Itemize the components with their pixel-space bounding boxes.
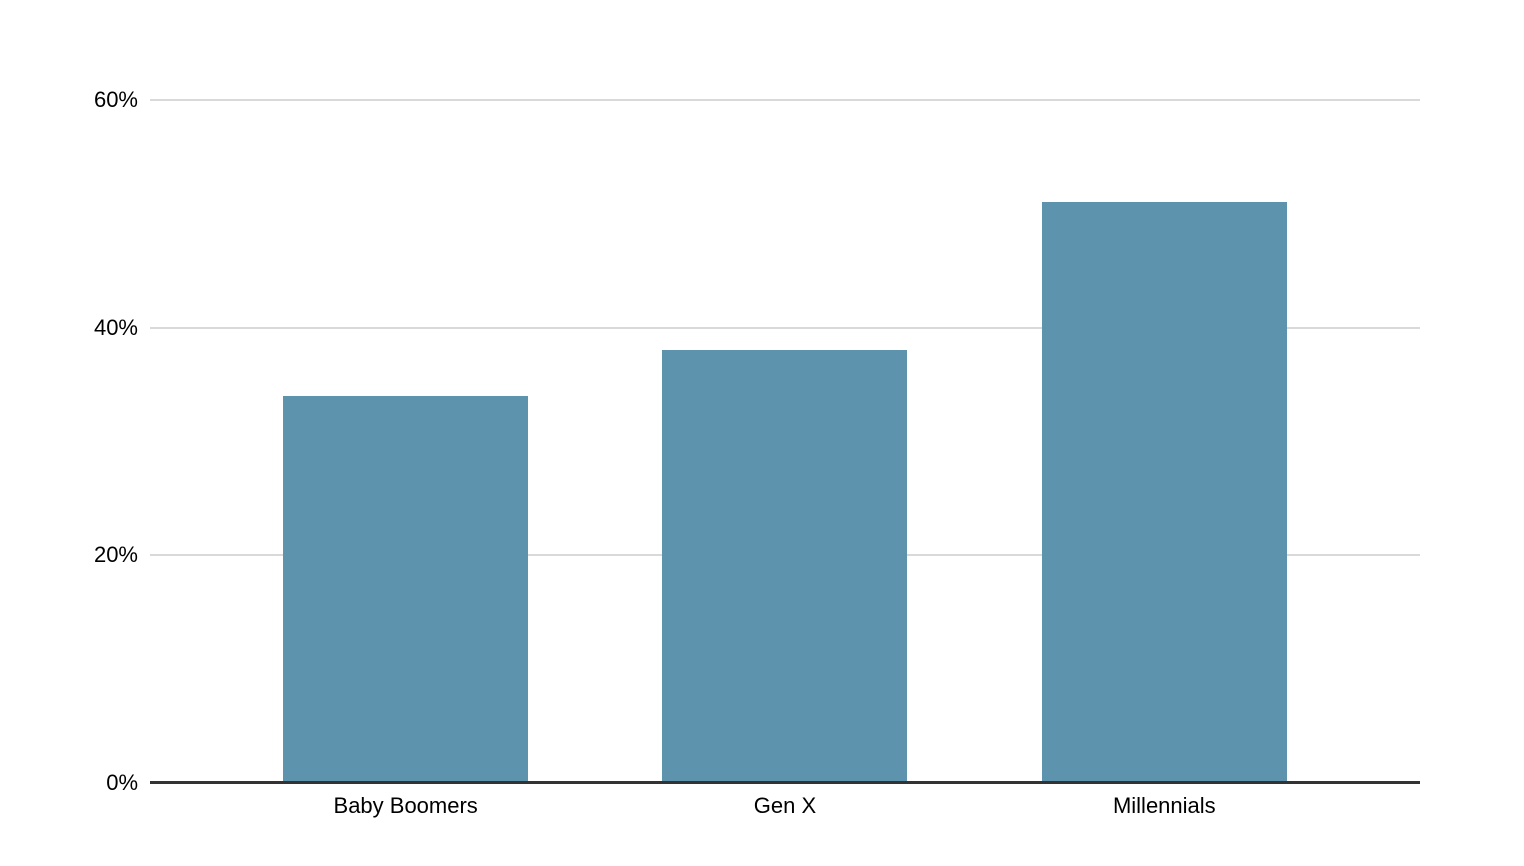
y-tick-label-60: 60% (93, 87, 138, 112)
y-tick-label-20: 20% (93, 542, 138, 568)
x-category-label-gen-x: Gen X (753, 793, 817, 818)
x-axis-line (150, 781, 1420, 784)
y-tick-label-0: 0% (106, 770, 138, 795)
y-axis: 0% 20% 40% 60% (0, 89, 138, 794)
gridline-60 (150, 99, 1420, 101)
bars-row (150, 100, 1420, 783)
gridline-40 (150, 326, 1420, 329)
bar-band-baby-boomers (216, 100, 595, 783)
x-axis: Baby Boomers Gen X Millennials (150, 793, 1420, 819)
x-category-label-baby-boomers: Baby Boomers (333, 793, 478, 818)
bar-baby-boomers (283, 395, 529, 783)
x-category-label-millennials: Millennials (1112, 793, 1216, 818)
y-tick-label-40: 40% (93, 314, 138, 340)
bar-band-millennials (975, 100, 1354, 783)
bar-millennials (1041, 202, 1287, 783)
bar-gen-x (662, 350, 908, 783)
plot-area (150, 99, 1420, 784)
bar-band-gen-x (595, 100, 974, 783)
